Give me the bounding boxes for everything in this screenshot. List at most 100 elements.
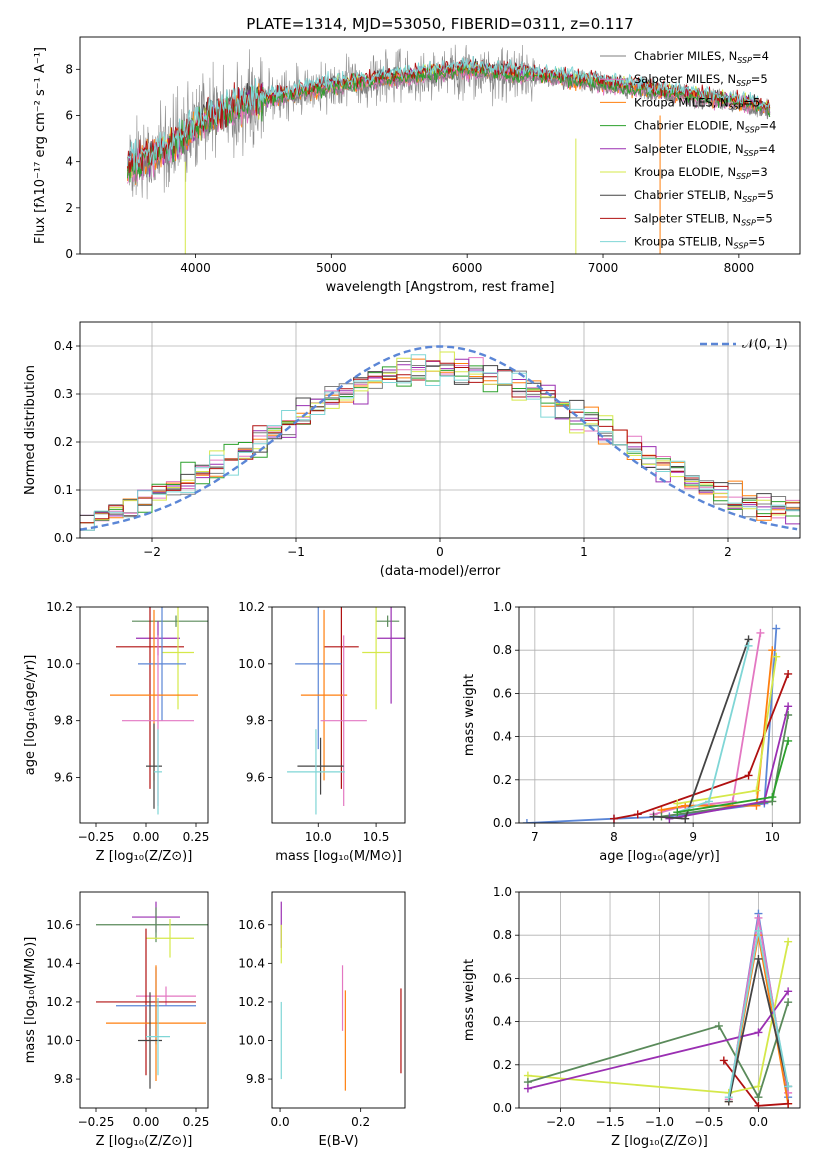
axes-spectrum: 4000 5000 6000 7000 8000 0 2 4 6 8 wavelength [Ang… — [33, 36, 801, 295]
errorbar-point — [116, 607, 184, 789]
x-tick-label: 0.0 — [271, 1115, 290, 1129]
weight-marker — [681, 814, 690, 823]
weight-marker — [784, 736, 793, 745]
x-axis-label: (data-model)/error — [380, 564, 501, 579]
plot-area-age_vs_Z — [110, 607, 208, 815]
weight-marker — [714, 1021, 723, 1030]
y-tick-label: 0.0 — [54, 531, 73, 545]
weight-marker — [633, 810, 642, 819]
legend-label: Kroupa ELODIE, NSSP=3 — [634, 165, 768, 181]
axes-mass_vs_Z: −0.25 0.00 0.25 9.8 10.0 10.2 10.4 10.6 Z [log₁₀… — [23, 891, 209, 1149]
weight-series — [719, 1056, 793, 1108]
y-tick-label: 0.8 — [493, 643, 512, 657]
y-tick-label: 10.2 — [46, 600, 73, 614]
x-tick-label: 0.0 — [749, 1115, 768, 1129]
x-tick-label: 2 — [724, 545, 732, 559]
y-tick-label: 10.0 — [238, 1034, 265, 1048]
weight-series — [724, 926, 793, 1102]
plot-area-weight_vs_Z — [523, 909, 793, 1108]
plot-area-mass_vs_Z — [96, 901, 208, 1089]
legend-label: Chabrier MILES, NSSP=4 — [634, 49, 769, 65]
x-axis-label: wavelength [Angstrom, rest frame] — [326, 280, 555, 295]
y-tick-label: 0.4 — [493, 730, 512, 744]
errorbar-point — [376, 615, 400, 627]
y-tick-label: 10.2 — [238, 600, 265, 614]
errorbar-point — [377, 607, 405, 704]
weight-marker — [649, 812, 658, 821]
weight-marker — [754, 926, 763, 935]
errorbar-point — [146, 919, 194, 958]
weight-marker — [784, 987, 793, 996]
axes-age_vs_mass: 10.0 10.5 9.6 9.8 10.0 10.2 mass [log₁₀(M/M⊙)] — [238, 600, 406, 864]
x-tick-label: 7000 — [588, 261, 619, 275]
y-tick-label: 1.0 — [493, 885, 512, 899]
y-tick-label: 0.0 — [493, 1101, 512, 1115]
errorbar-point — [136, 986, 196, 1006]
plot-area-weight_vs_age — [522, 624, 793, 823]
histogram-series — [80, 365, 800, 524]
x-axis-label: E(B-V) — [318, 1134, 358, 1149]
axes-residuals: −2 −1 0 1 2 0.0 0.1 0.2 0.3 0.4 (data-model)/error… — [23, 321, 801, 579]
weight-marker — [768, 793, 777, 802]
weight-marker — [673, 808, 682, 817]
y-axis-label: age [log₁₀(age/yr)] — [23, 655, 38, 776]
axes-frame — [518, 606, 801, 824]
y-tick-label: 9.6 — [54, 771, 73, 785]
weight-marker — [744, 771, 753, 780]
weight-marker — [609, 814, 618, 823]
y-tick-label: 0.2 — [493, 1058, 512, 1072]
y-axis-label: mass weight — [462, 959, 477, 1041]
x-axis-label: Z [log₁₀(Z/Z⊙)] — [96, 1134, 193, 1149]
weight-marker — [754, 1028, 763, 1037]
x-tick-label: 5000 — [316, 261, 347, 275]
x-axis-label: mass [log₁₀(M/M⊙)] — [275, 849, 402, 864]
errorbar-point — [297, 737, 344, 795]
errorbar-point — [154, 729, 162, 815]
x-tick-label: −2 — [143, 545, 161, 559]
errorbar-point — [162, 607, 194, 710]
y-tick-label: 9.8 — [54, 1072, 73, 1086]
errorbar-point — [96, 928, 196, 1076]
y-tick-label: 0.3 — [54, 387, 73, 401]
weight-marker — [772, 624, 781, 633]
x-tick-label: −0.5 — [694, 1115, 723, 1129]
weight-marker — [784, 998, 793, 1007]
weight-line — [527, 941, 789, 1094]
plot-area-age_vs_mass — [287, 607, 405, 815]
x-tick-label: 10.0 — [305, 830, 332, 844]
weight-marker — [784, 937, 793, 946]
weight-marker — [754, 1101, 763, 1108]
y-tick-label: 8 — [65, 62, 73, 76]
weight-series — [522, 624, 781, 823]
x-tick-label: 1 — [580, 545, 588, 559]
figure-title: PLATE=1314, MJD=53050, FIBERID=0311, z=0… — [246, 15, 633, 33]
legend-label: Salpeter STELIB, NSSP=5 — [634, 211, 773, 227]
x-tick-label: 9 — [689, 830, 697, 844]
x-tick-label: 4000 — [180, 261, 211, 275]
normal-curve — [80, 345, 798, 531]
x-tick-label: −0.25 — [78, 1115, 115, 1129]
weight-series — [523, 987, 793, 1093]
errorbar-point — [106, 965, 206, 1081]
histogram-series — [80, 360, 800, 524]
x-tick-label: 10.5 — [363, 830, 390, 844]
weight-series — [673, 736, 793, 817]
y-tick-label: 6 — [65, 108, 73, 122]
y-axis-label: Flux [fλ10⁻¹⁷ erg cm⁻² s⁻¹ A⁻¹] — [33, 47, 48, 244]
y-tick-label: 0.8 — [493, 928, 512, 942]
y-tick-label: 10.4 — [238, 956, 265, 970]
y-tick-label: 10.4 — [46, 956, 73, 970]
axes-frame — [79, 891, 209, 1109]
x-axis-label: Z [log₁₀(Z/Z⊙)] — [611, 1134, 708, 1149]
errorbar-point — [320, 635, 367, 806]
y-tick-label: 10.0 — [46, 1034, 73, 1048]
weight-marker — [724, 1093, 733, 1102]
x-tick-label: 0.25 — [183, 830, 210, 844]
axes-age_vs_Z: −0.25 0.00 0.25 9.6 9.8 10.0 10.2 Z [log₁₀(Z/Z⊙… — [23, 600, 210, 864]
axes-weight_vs_age: 7 8 9 10 0.0 0.2 0.4 0.6 0.8 1.0 age [log₁₀(age/yr… — [462, 600, 801, 864]
x-tick-label: 8 — [610, 830, 618, 844]
y-tick-label: 10.6 — [238, 918, 265, 932]
weight-series — [523, 998, 793, 1102]
axes-frame — [79, 321, 801, 539]
plot-area-spectrum — [127, 44, 771, 254]
